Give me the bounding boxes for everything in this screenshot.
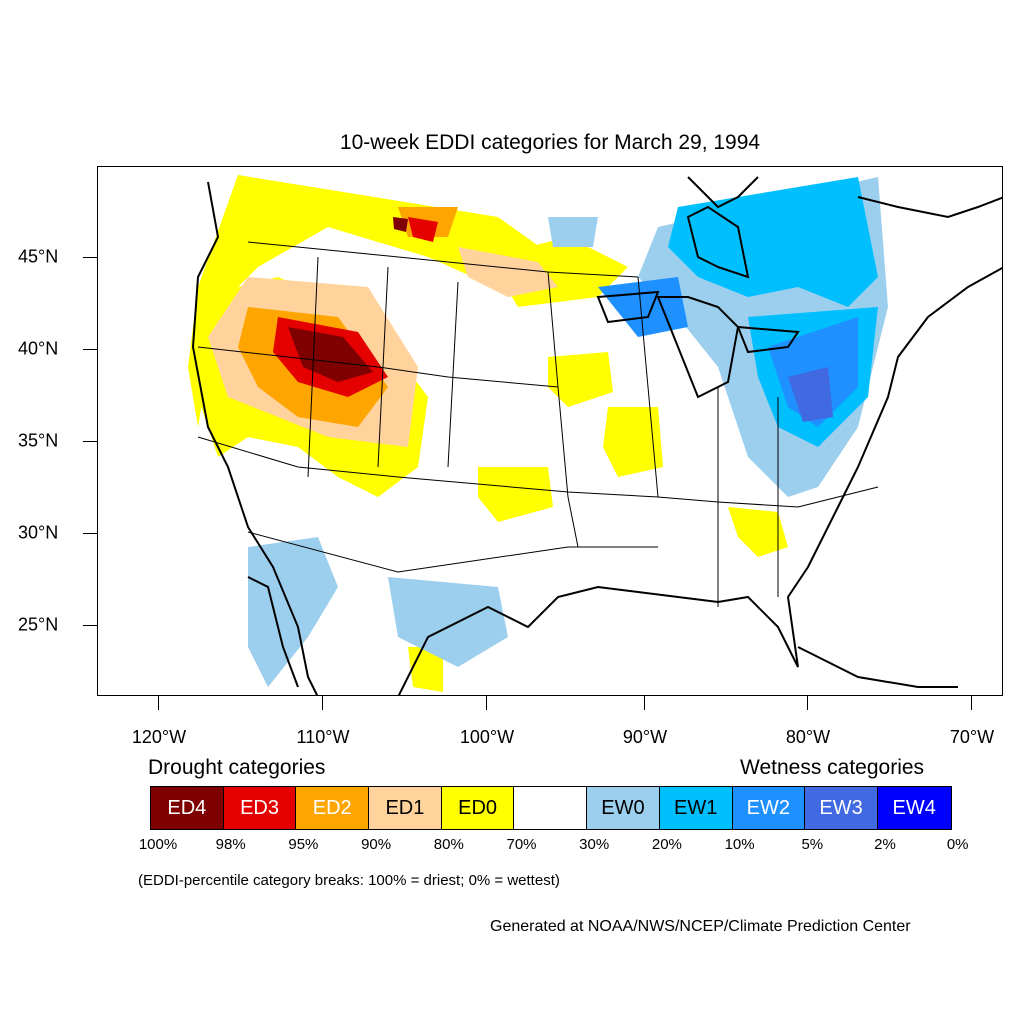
legend-box-ed4: ED4 [151, 787, 224, 829]
lon-tick [486, 696, 487, 710]
break-label: 90% [361, 836, 392, 853]
lat-tick [83, 257, 97, 258]
ed4-regions [288, 217, 408, 382]
break-label: 98% [215, 836, 246, 853]
lon-tick [158, 696, 159, 710]
lat-tick [83, 441, 97, 442]
map-panel [97, 166, 1003, 696]
legend-box-ed3: ED3 [223, 787, 297, 829]
break-label: 30% [579, 836, 610, 853]
credit-line: Generated at NOAA/NWS/NCEP/Climate Predi… [490, 918, 911, 935]
ew3-regions [788, 367, 833, 422]
drought-heading: Drought categories [148, 756, 326, 779]
legend-box-ew2: EW2 [732, 787, 806, 829]
break-label: 0% [946, 836, 969, 853]
legend-box-ew0: EW0 [587, 787, 660, 829]
coastlines [191, 176, 1002, 695]
break-label: 20% [651, 836, 682, 853]
lon-label-70w: 70°W [949, 727, 995, 747]
break-label: 100% [138, 836, 178, 853]
lon-label-110w: 110°W [296, 727, 350, 747]
lon-tick [807, 696, 808, 710]
map-title: 10-week EDDI categories for March 29, 19… [339, 131, 761, 154]
legend-box-ed0: ED0 [441, 787, 515, 829]
lat-label-25: 25°N [18, 614, 59, 635]
lat-tick [83, 349, 97, 350]
legend-box-ew4: EW4 [877, 787, 951, 829]
legend-box-ew3: EW3 [805, 787, 878, 829]
lat-tick [83, 533, 97, 534]
state-borders [197, 241, 879, 607]
legend-box-neutral [514, 787, 588, 829]
wetness-heading: Wetness categories [740, 756, 925, 779]
lon-tick [971, 696, 972, 710]
lat-label-45: 45°N [18, 246, 59, 267]
lat-tick [83, 625, 97, 626]
legend-box-ed1: ED1 [369, 787, 442, 829]
break-label: 80% [433, 836, 464, 853]
lon-label-100w: 100°W [459, 727, 515, 747]
eddi-map [188, 175, 1002, 695]
lon-label-90w: 90°W [622, 727, 668, 747]
break-label: 5% [801, 836, 824, 853]
legend-box-ew1: EW1 [659, 787, 733, 829]
lat-label-35: 35°N [18, 430, 59, 451]
breaks-note: (EDDI-percentile category breaks: 100% =… [138, 872, 560, 889]
break-label: 95% [288, 836, 319, 853]
category-legend: ED4 ED3 ED2 ED1 ED0 EW0 EW1 EW2 EW3 EW4 [150, 786, 952, 830]
break-label: 2% [874, 836, 896, 853]
lat-label-40: 40°N [18, 338, 59, 359]
lat-label-30: 30°N [18, 522, 59, 543]
lon-tick [322, 696, 323, 710]
lon-label-80w: 80°W [785, 727, 831, 747]
legend-box-ed2: ED2 [296, 787, 370, 829]
break-label: 10% [724, 836, 755, 853]
lon-label-120w: 120°W [131, 727, 187, 747]
break-label: 70% [506, 836, 537, 853]
lon-tick [644, 696, 645, 710]
